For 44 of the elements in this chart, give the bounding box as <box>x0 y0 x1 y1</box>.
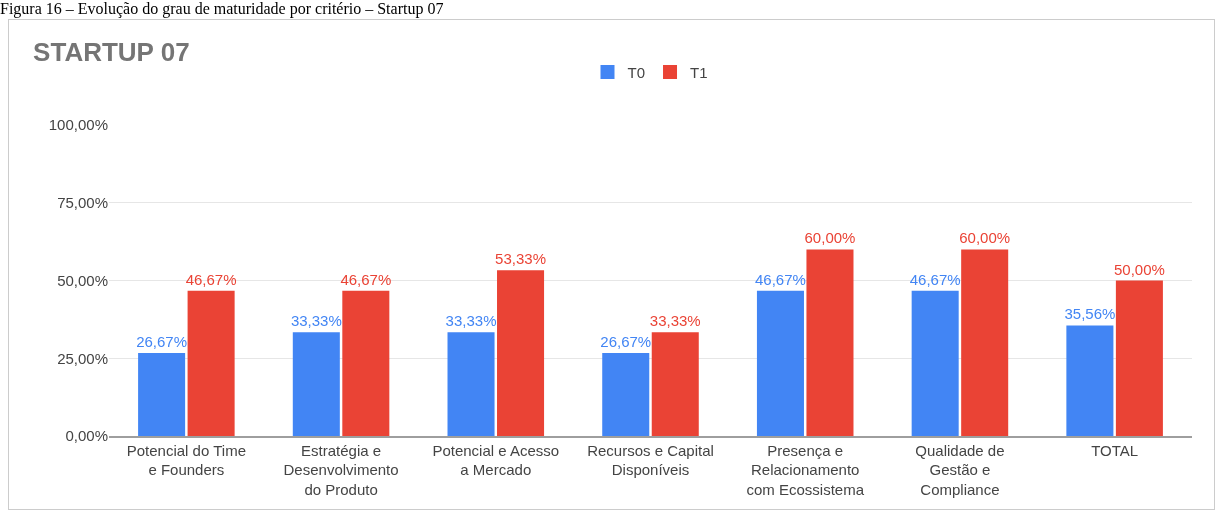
legend-label: T1 <box>690 63 708 81</box>
x-tick-label: Qualidade de Gestão e Compliance <box>915 441 1005 498</box>
data-label: 33,33% <box>649 312 701 330</box>
bar <box>1066 325 1114 436</box>
bar <box>292 332 340 436</box>
y-tick-label: 50,00% <box>57 271 108 289</box>
bar <box>447 332 495 436</box>
data-label: 46,67% <box>340 270 392 288</box>
bar <box>138 353 186 436</box>
data-label: 46,67% <box>755 270 806 288</box>
x-tick-label: Potencial do Time e Founders <box>126 441 246 478</box>
data-label: 35,56% <box>1064 305 1116 323</box>
bar <box>961 249 1009 436</box>
y-tick-label: 100,00% <box>48 116 108 134</box>
data-label: 50,00% <box>1113 260 1165 278</box>
bar <box>187 290 235 436</box>
data-label: 60,00% <box>959 229 1011 247</box>
data-label: 46,67% <box>185 270 237 288</box>
x-tick-label: Presença e Relacionamento com Ecossistema <box>746 441 865 498</box>
x-tick-label: Potencial e Acesso a Mercado <box>432 441 560 478</box>
x-tick-label: TOTAL <box>1091 441 1139 459</box>
y-tick-label: 0,00% <box>65 427 108 445</box>
y-tick-label: 25,00% <box>57 349 108 367</box>
data-label: 60,00% <box>804 229 856 247</box>
bar <box>911 290 959 436</box>
data-label: 53,33% <box>495 250 546 268</box>
data-label: 26,67% <box>136 333 188 351</box>
bar <box>806 249 854 436</box>
chart-title: STARTUP 07 <box>33 36 190 67</box>
data-label: 33,33% <box>445 312 497 330</box>
legend-label: T0 <box>627 63 646 81</box>
bar <box>497 270 545 436</box>
bar <box>602 353 650 436</box>
data-label: 33,33% <box>290 312 342 330</box>
text: Figura 16 – Evolução do grau de maturidade por critério – Startup 07 <box>0 0 444 17</box>
bar <box>1115 280 1163 436</box>
bar <box>342 290 390 436</box>
bar <box>651 332 699 436</box>
data-label: 26,67% <box>600 333 652 351</box>
bar <box>756 290 804 436</box>
x-tick-label: Estratégia e Desenvolvimento do Produto <box>283 441 399 498</box>
data-label: 46,67% <box>909 270 961 288</box>
x-tick-label: Recursos e Capital Disponíveis <box>587 441 714 478</box>
y-tick-label: 75,00% <box>57 194 108 211</box>
